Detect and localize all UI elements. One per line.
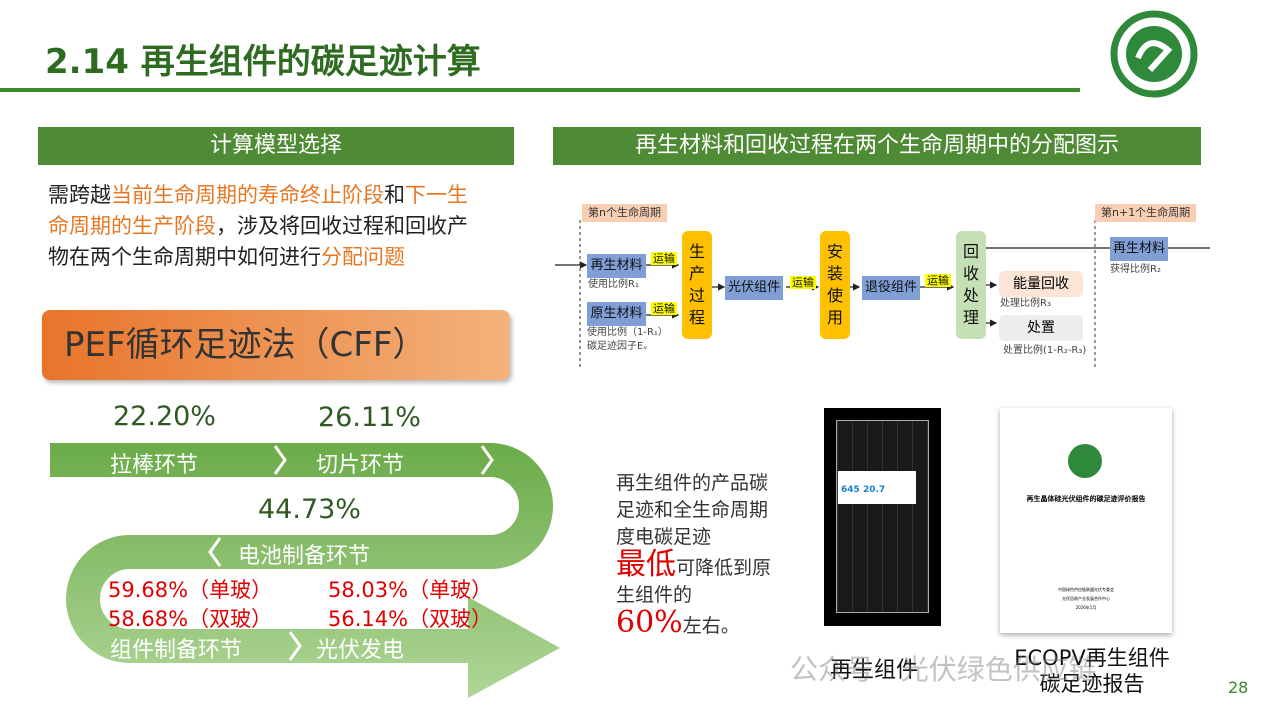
recycle-box: 回收处理 [956,231,986,339]
summary-emphasis: 最低 [616,547,676,582]
report-org: 中国绿色供应链联盟光伏专委会 光伏回收产业发展合作中心 2026年1月 [1000,585,1172,612]
recycled-material-box: 再生材料 [587,254,646,278]
panel-power: 645 [841,485,860,495]
desc-highlight: 分配问题 [321,245,405,269]
transport-tag: 运输 [651,252,677,265]
cycle-n-label: 第n个生命周期 [582,204,667,222]
recycled-note: 使用比例R₁ [588,279,639,290]
pct-slicing: 26.11% [318,402,421,433]
report-date: 2026年1月 [1075,605,1097,610]
pct-power-mono: 58.03%（单玻） [328,578,493,602]
pct-power-bi: 56.14%（双玻） [328,607,493,631]
cff-method-banner: PEF循环足迹法（CFF） [42,310,510,380]
desc-highlight: 当前生命周期的寿命终止阶段 [111,183,384,207]
virgin-note-2: 碳足迹因子Eᵥ [587,341,648,352]
process-snake-arrow [50,443,560,698]
virgin-material-box: 原生材料 [587,302,646,326]
panel-label: 645 20.7 [838,471,916,504]
virgin-note-1: 使用比例（1-R₁） [587,327,668,338]
desc-text: 需跨越 [48,183,111,207]
transport-tag: 运输 [925,274,951,287]
report-logo-icon [1068,444,1102,478]
desc-highlight: 下一生命周期的生产阶段 [48,183,468,238]
step-module: 组件制备环节 [110,638,243,663]
report-cover-image: 再生晶体硅光伏组件的碳足迹评价报告 中国绿色供应链联盟光伏专委会 光伏回收产业发展… [1000,408,1172,633]
disposal-note: 处置比例(1-R₂-R₃) [1003,345,1087,356]
panel-efficiency: 20.7 [862,485,886,495]
logo-icon [1110,10,1198,98]
step-power: 光伏发电 [316,638,405,663]
summary-part: 可降低到原生组件的 [616,557,772,606]
production-box: 生产过程 [682,231,712,339]
description: 需跨越当前生命周期的寿命终止阶段和下一生命周期的生产阶段，涉及将回收过程和回收产… [48,180,488,273]
energy-recovery-box: 能量回收 [999,271,1083,297]
module-caption: 再生组件 [830,658,919,683]
report-title: 再生晶体硅光伏组件的碳足迹评价报告 [1026,495,1146,503]
summary-part: 左右。 [682,615,740,637]
output-note: 获得比例R₂ [1110,264,1161,275]
recycled-module-image: 645 20.7 [824,408,941,626]
page-title: 2.14 再生组件的碳足迹计算 [45,42,481,82]
transport-tag: 运输 [790,276,816,289]
pct-cell: 44.73% [258,494,361,525]
energy-note: 处理比例R₃ [1000,298,1051,309]
disposal-box: 处置 [999,315,1083,341]
watermark: 公众号 · 光伏绿色供应链 [790,653,1097,686]
install-box: 安装使用 [820,231,850,339]
panel-cells [836,420,929,613]
pct-module-bi: 58.68%（双玻） [108,607,273,631]
pct-pulling: 22.20% [113,401,216,432]
output-recycled-box: 再生材料 [1110,237,1168,261]
step-cell: 电池制备环节 [238,544,371,569]
report-caption: ECOPV再生组件碳足迹报告 [1014,646,1170,696]
summary-percent: 60% [616,605,683,640]
left-section-header: 计算模型选择 [38,127,514,165]
report-org-1: 中国绿色供应链联盟光伏专委会 [1058,587,1114,592]
desc-text: ，涉及将回收过程和回收产物在两个生命周期中如何进行 [48,214,468,269]
page-number: 28 [1228,678,1249,697]
pct-module-mono: 59.68%（单玻） [108,578,273,602]
retired-module-box: 退役组件 [862,276,920,300]
desc-text: 和 [384,183,405,207]
cycle-n1-label: 第n+1个生命周期 [1095,204,1197,222]
pv-module-box: 光伏组件 [725,276,783,300]
step-pulling: 拉棒环节 [110,453,199,478]
right-section-header: 再生材料和回收过程在两个生命周期中的分配图示 [553,127,1201,165]
summary-part: 再生组件的产品碳足迹和全生命周期度电碳足迹 [616,472,769,548]
transport-tag: 运输 [651,302,677,315]
report-org-2: 光伏回收产业发展合作中心 [1062,596,1110,601]
step-slicing: 切片环节 [316,453,405,478]
title-divider [0,88,1080,92]
summary-text: 再生组件的产品碳足迹和全生命周期度电碳足迹 最低可降低到原生组件的 60%左右。 [616,470,786,640]
